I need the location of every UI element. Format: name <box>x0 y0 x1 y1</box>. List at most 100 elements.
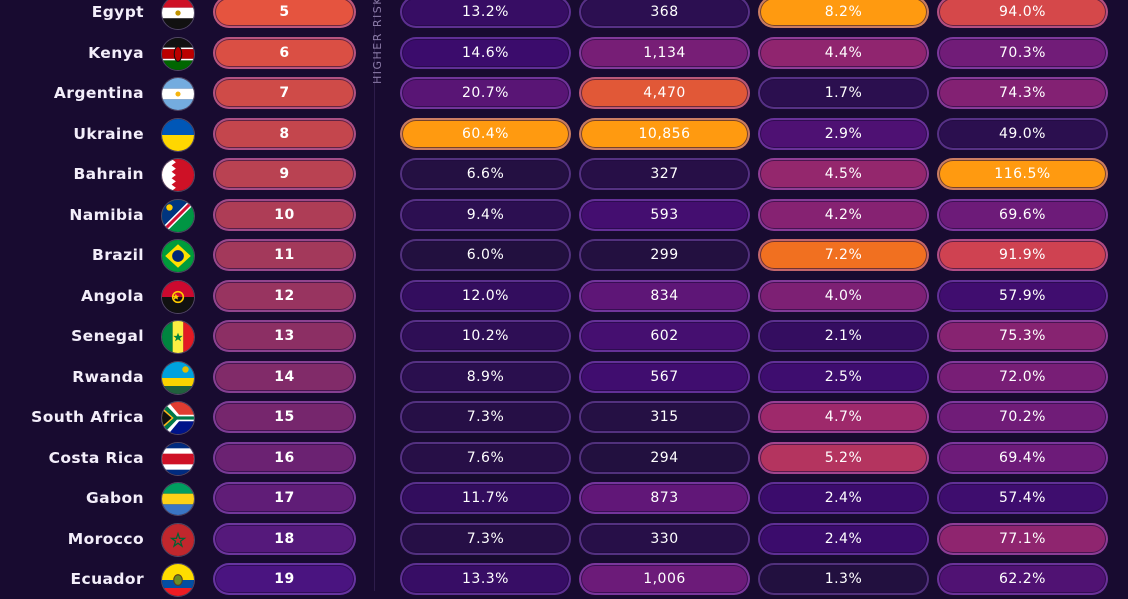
metric-4-cell: 72.0% <box>937 360 1108 393</box>
metric-4-cell: 62.2% <box>937 563 1108 595</box>
metric-2-cell: 834 <box>579 279 750 312</box>
metric-2-cell: 567 <box>579 360 750 393</box>
bahrain-flag-icon <box>161 158 195 192</box>
rwanda-flag-icon <box>161 360 195 395</box>
rank-badge: 17 <box>213 482 356 514</box>
metric-3-cell: 4.7% <box>758 401 929 433</box>
metric-3-cell: 2.4% <box>758 482 929 514</box>
table-row: Costa Rica 16 7.6% 294 5.2% 69.4% <box>0 438 1128 478</box>
rank-badge: 8 <box>213 117 356 150</box>
country-name: Bahrain <box>73 165 144 183</box>
rank-badge: 5 <box>213 0 356 28</box>
metric-1-cell: 7.6% <box>400 441 571 474</box>
namibia-flag-icon <box>161 198 195 233</box>
kenya-flag-icon <box>161 36 195 71</box>
metric-1-cell: 6.0% <box>400 239 571 271</box>
metric-1-cell: 20.7% <box>400 77 571 109</box>
ukraine-flag-icon <box>161 117 195 152</box>
metric-1-cell: 7.3% <box>400 522 571 555</box>
metric-1-cell: 11.7% <box>400 482 571 514</box>
metric-2-cell: 368 <box>579 0 750 28</box>
table-row: Namibia 10 9.4% 593 4.2% 69.6% <box>0 195 1128 235</box>
table-row: Ukraine 8 60.4% 10,856 2.9% 49.0% <box>0 114 1128 154</box>
country-name: South Africa <box>31 408 144 426</box>
rank-badge: 13 <box>213 320 356 352</box>
metric-4-cell: 49.0% <box>937 117 1108 150</box>
metric-3-cell: 2.1% <box>758 320 929 352</box>
table-row: Senegal 13 10.2% 602 2.1% 75.3% <box>0 316 1128 356</box>
country-name: Senegal <box>71 327 144 345</box>
rank-badge: 11 <box>213 239 356 271</box>
metric-3-cell: 4.2% <box>758 198 929 231</box>
metric-1-cell: 14.6% <box>400 36 571 69</box>
metric-3-cell: 5.2% <box>758 441 929 474</box>
metric-2-cell: 299 <box>579 239 750 271</box>
metric-3-cell: 2.5% <box>758 360 929 393</box>
metric-3-cell: 4.5% <box>758 158 929 190</box>
metric-2-cell: 294 <box>579 441 750 474</box>
metric-4-cell: 70.2% <box>937 401 1108 433</box>
metric-2-cell: 330 <box>579 522 750 555</box>
metric-2-cell: 10,856 <box>579 117 750 150</box>
metric-1-cell: 12.0% <box>400 279 571 312</box>
metric-4-cell: 74.3% <box>937 77 1108 109</box>
country-name: Namibia <box>69 205 144 224</box>
table-row: Morocco 18 7.3% 330 2.4% 77.1% <box>0 519 1128 559</box>
rank-badge: 18 <box>213 522 356 555</box>
country-name: Rwanda <box>72 367 144 386</box>
metric-1-cell: 7.3% <box>400 401 571 433</box>
metric-2-cell: 327 <box>579 158 750 190</box>
senegal-flag-icon <box>161 320 195 354</box>
country-name: Morocco <box>67 529 144 548</box>
south-africa-flag-icon <box>161 401 195 435</box>
country-name: Angola <box>81 286 144 305</box>
metric-3-cell: 2.9% <box>758 117 929 150</box>
rank-badge: 9 <box>213 158 356 190</box>
rank-badge: 6 <box>213 36 356 69</box>
rank-badge: 14 <box>213 360 356 393</box>
country-name: Argentina <box>53 84 144 102</box>
metric-1-cell: 13.2% <box>400 0 571 28</box>
metric-4-cell: 57.4% <box>937 482 1108 514</box>
metric-1-cell: 9.4% <box>400 198 571 231</box>
table-row: Brazil 11 6.0% 299 7.2% 91.9% <box>0 235 1128 275</box>
morocco-flag-icon <box>161 522 195 557</box>
table-row: Rwanda 14 8.9% 567 2.5% 72.0% <box>0 357 1128 397</box>
metric-3-cell: 7.2% <box>758 239 929 271</box>
metric-4-cell: 94.0% <box>937 0 1108 28</box>
table-row: Angola 12 12.0% 834 4.0% 57.9% <box>0 276 1128 316</box>
table-row: Egypt 5 13.2% 368 8.2% 94.0% <box>0 0 1128 32</box>
rank-badge: 15 <box>213 401 356 433</box>
metric-2-cell: 1,006 <box>579 563 750 595</box>
rank-badge: 10 <box>213 198 356 231</box>
rank-badge: 16 <box>213 441 356 474</box>
table-row: Gabon 17 11.7% 873 2.4% 57.4% <box>0 478 1128 518</box>
brazil-flag-icon <box>161 239 195 273</box>
metric-3-cell: 8.2% <box>758 0 929 28</box>
country-name: Ecuador <box>70 570 144 588</box>
metric-1-cell: 13.3% <box>400 563 571 595</box>
metric-2-cell: 4,470 <box>579 77 750 109</box>
table-row: Argentina 7 20.7% 4,470 1.7% 74.3% <box>0 73 1128 113</box>
country-name: Gabon <box>86 489 144 507</box>
country-name: Ukraine <box>73 124 144 143</box>
country-name: Kenya <box>88 43 144 62</box>
metric-4-cell: 77.1% <box>937 522 1108 555</box>
country-name: Costa Rica <box>48 448 144 467</box>
country-name: Egypt <box>91 3 144 21</box>
metric-4-cell: 70.3% <box>937 36 1108 69</box>
metric-4-cell: 69.6% <box>937 198 1108 231</box>
metric-1-cell: 10.2% <box>400 320 571 352</box>
metric-2-cell: 593 <box>579 198 750 231</box>
metric-3-cell: 4.4% <box>758 36 929 69</box>
metric-3-cell: 2.4% <box>758 522 929 555</box>
metric-4-cell: 69.4% <box>937 441 1108 474</box>
metric-3-cell: 1.7% <box>758 77 929 109</box>
metric-4-cell: 75.3% <box>937 320 1108 352</box>
gabon-flag-icon <box>161 482 195 516</box>
table-row: Kenya 6 14.6% 1,134 4.4% 70.3% <box>0 33 1128 73</box>
argentina-flag-icon <box>161 77 195 111</box>
metric-4-cell: 91.9% <box>937 239 1108 271</box>
table-row: Bahrain 9 6.6% 327 4.5% 116.5% <box>0 154 1128 194</box>
